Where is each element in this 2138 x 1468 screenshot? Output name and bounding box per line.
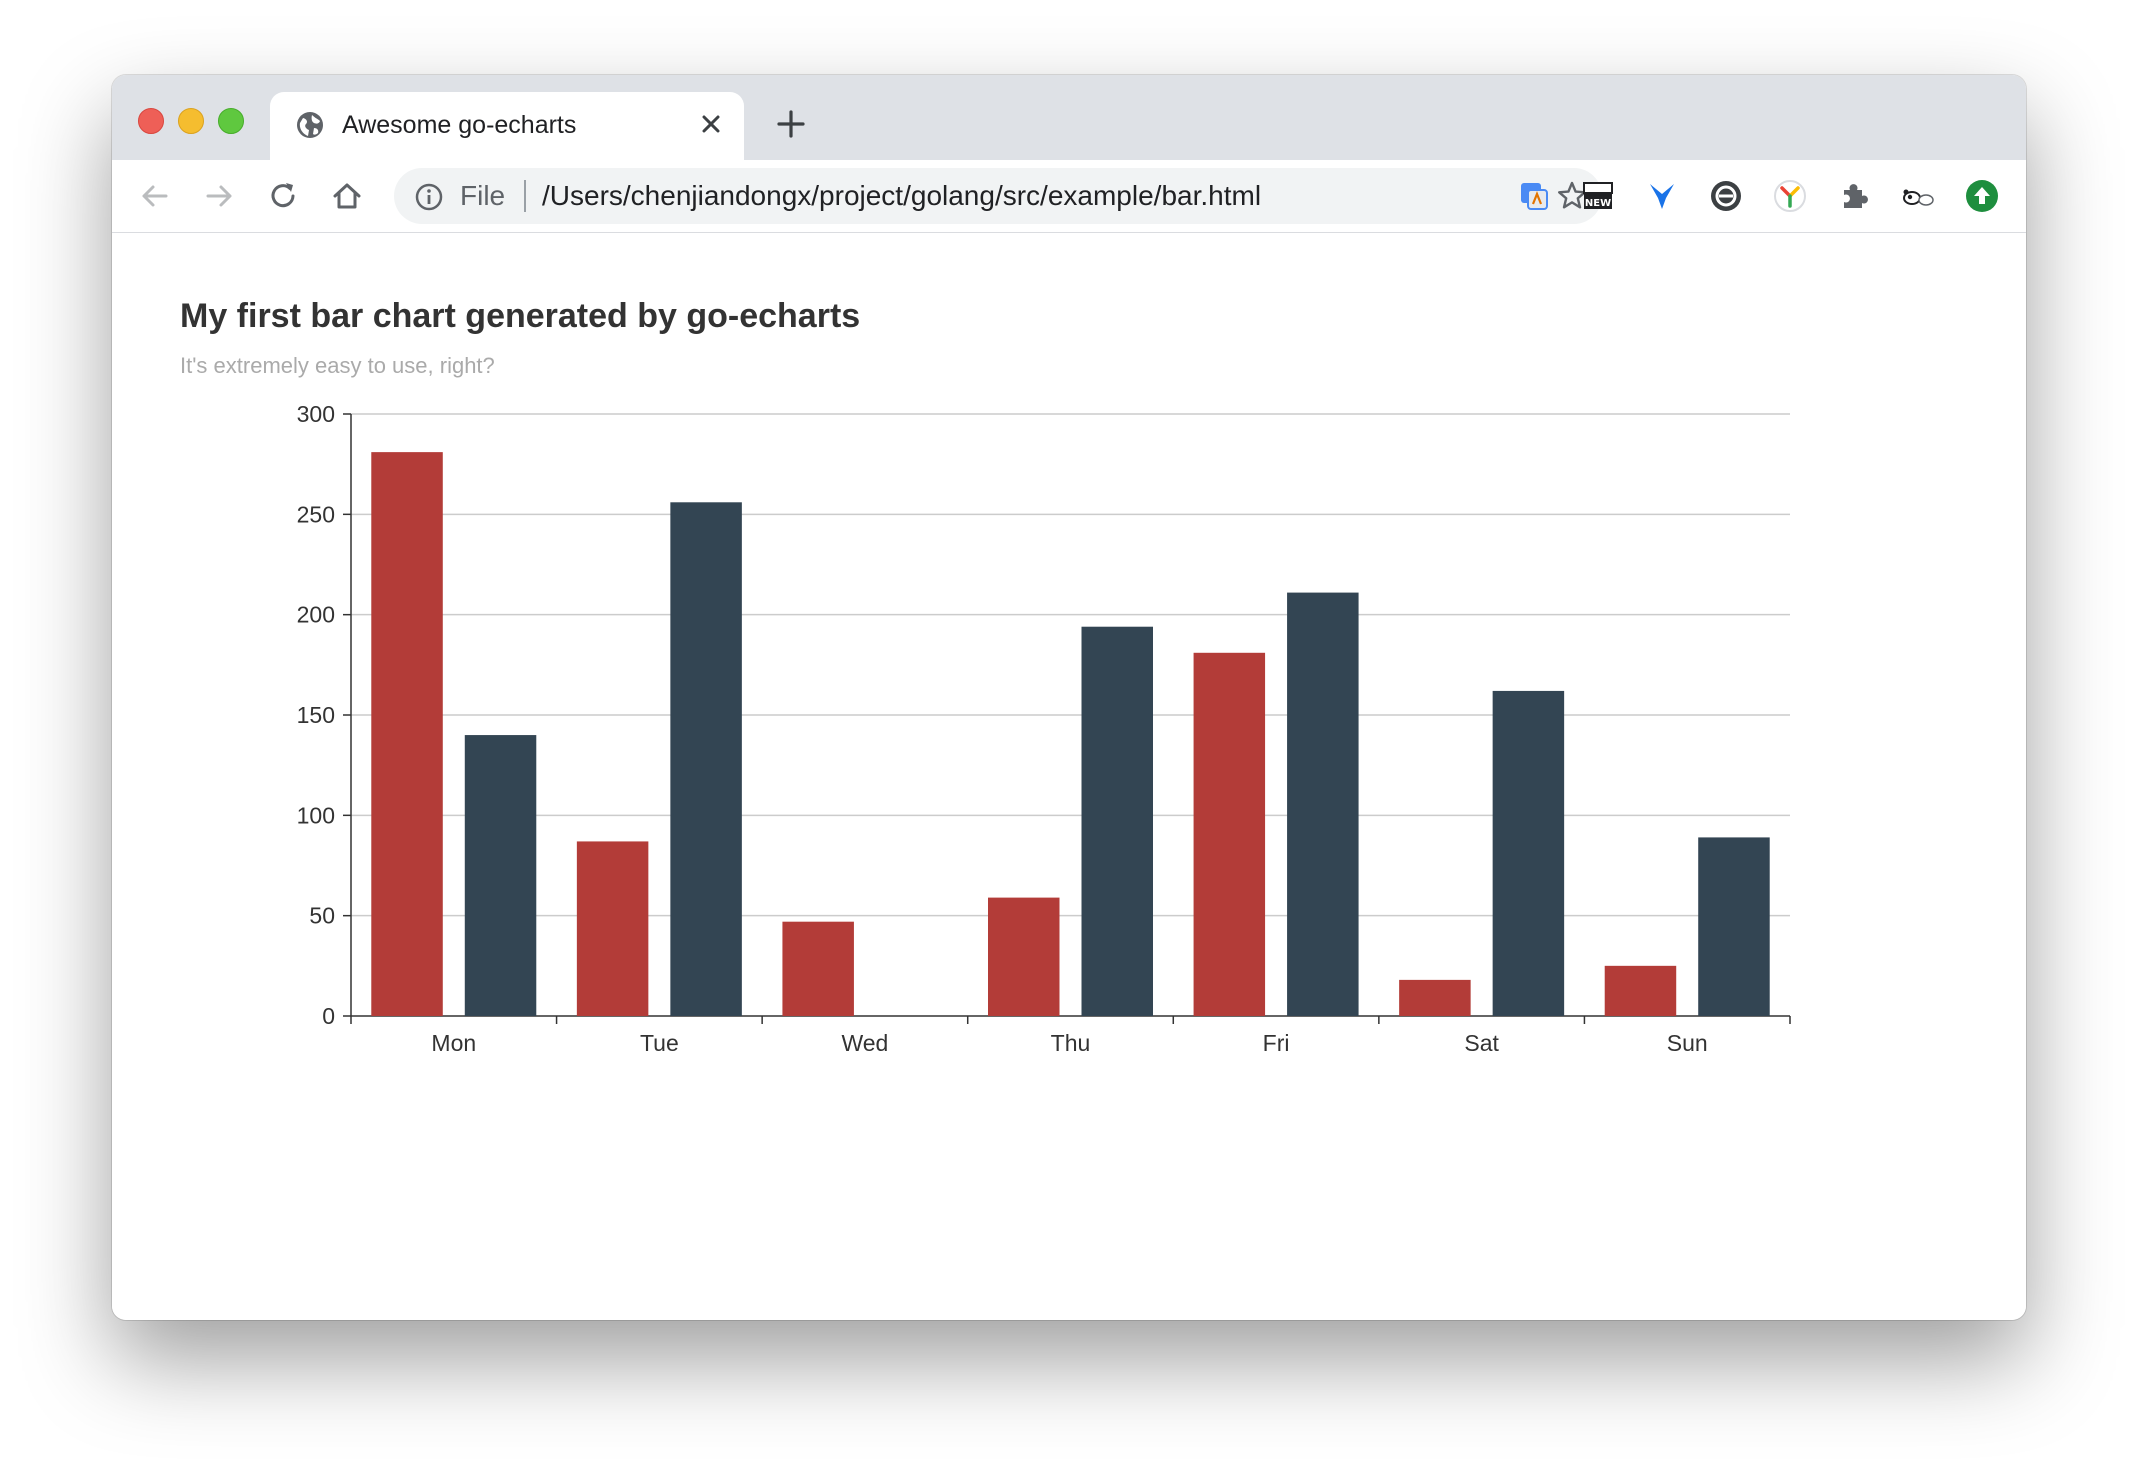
bar-chart: 0 50 100 150 200 250 300 Mon Tue Wed Thu Fri Sat Sun [297, 401, 1791, 1056]
bar [1604, 965, 1677, 1016]
browser-toolbar: File /Users/chenjiandongx/project/golang… [112, 160, 2026, 233]
star-icon[interactable] [1556, 180, 1588, 212]
y-tick-label: 100 [297, 802, 335, 828]
forward-arrow-icon[interactable] [200, 177, 238, 215]
bar [1698, 837, 1770, 1016]
bar [670, 502, 742, 1016]
close-icon[interactable] [694, 107, 728, 141]
x-tick-label: Sat [1464, 1030, 1499, 1056]
globe-icon [297, 112, 323, 138]
y-tick-label: 150 [297, 702, 335, 728]
puzzle-icon[interactable] [1836, 178, 1872, 214]
bar [1399, 979, 1471, 1016]
window-maximize-button[interactable] [218, 108, 244, 134]
address-url[interactable]: /Users/chenjiandongx/project/golang/src/… [542, 180, 1262, 211]
new-badge-extension-icon[interactable]: NEW [1580, 178, 1616, 214]
bar [988, 897, 1060, 1016]
bar [1287, 592, 1359, 1016]
browser-window: Awesome go-echarts [112, 75, 2026, 1320]
y-tick-label: 200 [297, 602, 335, 628]
bar [782, 921, 854, 1016]
y-circle-extension-icon[interactable] [1772, 178, 1808, 214]
chart-title: My first bar chart generated by go-echar… [180, 297, 861, 335]
x-tick-label: Wed [841, 1030, 888, 1056]
reload-icon[interactable] [264, 177, 302, 215]
x-tick-label: Thu [1051, 1030, 1091, 1056]
y-tick-label: 50 [309, 903, 335, 929]
e-circle-extension-icon[interactable] [1708, 178, 1744, 214]
bar [371, 452, 443, 1016]
page-content: My first bar chart generated by go-echar… [112, 233, 2026, 1320]
y-tick-label: 250 [297, 501, 335, 527]
window-close-button[interactable] [138, 108, 164, 134]
bar [576, 841, 649, 1016]
back-arrow-icon[interactable] [136, 177, 174, 215]
panda-extension-icon[interactable] [1900, 178, 1936, 214]
y-tick-label: 300 [297, 401, 335, 427]
x-tick-label: Mon [431, 1030, 476, 1056]
x-tick-label: Tue [640, 1030, 679, 1056]
info-icon[interactable] [414, 182, 444, 212]
svg-text:NEW: NEW [1585, 198, 1611, 209]
home-icon[interactable] [328, 177, 366, 215]
bar [1193, 652, 1266, 1016]
plus-icon[interactable] [774, 107, 808, 141]
address-bar[interactable]: File /Users/chenjiandongx/project/golang… [394, 168, 1602, 224]
address-scheme-label: File [460, 180, 506, 211]
address-separator [524, 180, 526, 212]
x-tick-label: Fri [1263, 1030, 1290, 1056]
tab-title: Awesome go-echarts [342, 111, 577, 139]
chart-subtitle: It's extremely easy to use, right? [180, 353, 495, 378]
tab-strip: Awesome go-echarts [112, 75, 2026, 160]
bar [464, 735, 537, 1016]
bar [1081, 626, 1153, 1016]
x-tick-label: Sun [1667, 1030, 1708, 1056]
update-arrow-icon[interactable] [1964, 178, 2000, 214]
bar [1492, 690, 1565, 1016]
y-tick-label: 0 [322, 1003, 335, 1029]
translate-extension-icon[interactable] [1516, 178, 1552, 214]
window-minimize-button[interactable] [178, 108, 204, 134]
y-shield-extension-icon[interactable] [1644, 178, 1680, 214]
tab-awesome-go-echarts[interactable]: Awesome go-echarts [270, 92, 744, 160]
